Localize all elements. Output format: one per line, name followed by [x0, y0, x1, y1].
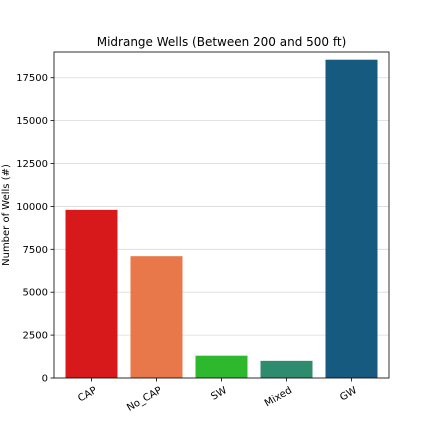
y-tick-label: 12500 — [16, 159, 48, 170]
bar-no-cap — [130, 256, 183, 378]
x-tick-label: Mixed — [263, 385, 294, 409]
chart-title: Midrange Wells (Between 200 and 500 ft) — [97, 35, 347, 49]
y-tick-label: 7500 — [23, 245, 48, 256]
x-axis-ticks: CAP No_CAP SW Mixed GW — [76, 378, 359, 414]
y-tick-label: 17500 — [16, 73, 48, 84]
plot-frame — [53, 51, 390, 379]
x-tick-label: GW — [338, 385, 359, 403]
bar-cap — [65, 209, 118, 378]
x-tick-label: SW — [209, 385, 229, 403]
y-axis-ticks: 0 2500 5000 7500 10000 12500 15000 17500 — [16, 73, 54, 385]
bar-sw — [195, 355, 248, 378]
y-tick-label: 2500 — [23, 331, 48, 342]
bars — [65, 59, 378, 378]
y-tick-label: 15000 — [16, 116, 48, 127]
y-tick-label: 0 — [42, 374, 48, 385]
y-tick-label: 10000 — [16, 202, 48, 213]
y-axis-label: Number of Wells (#) — [1, 164, 12, 266]
bar-gw — [325, 59, 378, 378]
x-tick-label: No_CAP — [125, 385, 164, 414]
bar-mixed — [260, 360, 313, 378]
x-tick-label: CAP — [76, 385, 99, 404]
y-tick-label: 5000 — [23, 288, 48, 299]
